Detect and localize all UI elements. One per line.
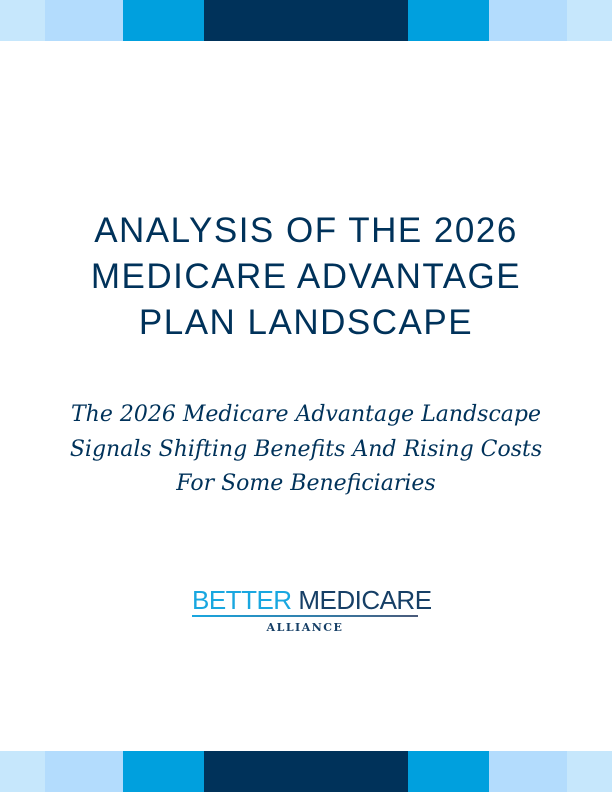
title-line: ANALYSIS OF THE 2026: [94, 211, 518, 250]
bottom-color-band: [0, 751, 612, 792]
title-line: PLAN LANDSCAPE: [138, 303, 474, 342]
better-medicare-alliance-logo: BETTER MEDICARE ALLIANCE: [192, 585, 432, 634]
document-subtitle: The 2026 Medicare Advantage Landscape Si…: [0, 398, 612, 502]
band-segment: [123, 751, 204, 792]
band-segment: [45, 0, 123, 41]
band-segment: [204, 751, 408, 792]
top-color-band: [0, 0, 612, 41]
logo-divider: [192, 615, 418, 617]
subtitle-line: For Some Beneficiaries: [176, 471, 436, 496]
band-segment: [408, 0, 489, 41]
band-segment: [123, 0, 204, 41]
band-segment: [567, 751, 612, 792]
band-segment: [489, 0, 567, 41]
subtitle-line: The 2026 Medicare Advantage Landscape: [70, 402, 541, 427]
band-segment: [489, 751, 567, 792]
band-segment: [0, 0, 45, 41]
document-title: ANALYSIS OF THE 2026 MEDICARE ADVANTAGE …: [0, 208, 612, 346]
band-segment: [408, 751, 489, 792]
band-segment: [0, 751, 45, 792]
title-line: MEDICARE ADVANTAGE: [90, 257, 522, 296]
subtitle-line: Signals Shifting Benefits And Rising Cos…: [69, 436, 543, 462]
band-segment: [204, 0, 408, 41]
logo-word-better: BETTER: [192, 585, 292, 615]
band-segment: [45, 751, 123, 792]
band-segment: [567, 0, 612, 41]
logo-alliance: ALLIANCE: [266, 620, 344, 634]
logo-word-medicare: MEDICARE: [298, 585, 432, 615]
